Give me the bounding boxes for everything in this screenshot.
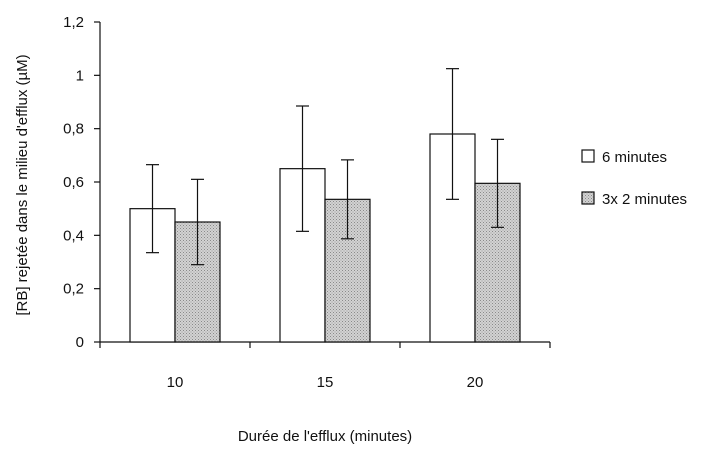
x-axis: 10 15 20 [99, 341, 551, 391]
y-tick-label: 0,6 [63, 174, 84, 191]
legend-swatch [581, 149, 595, 163]
x-tick-label: 10 [167, 374, 184, 391]
legend: 6 minutes 3x 2 minutes [581, 149, 687, 208]
y-tick-label: 0,2 [63, 281, 84, 298]
y-tick-label: 1,2 [63, 14, 84, 31]
bar-three-by-two-minutes [174, 221, 221, 343]
legend-label: 3x 2 minutes [602, 191, 687, 208]
y-axis: 0 0,2 0,4 0,6 0,8 1 1,2 [63, 14, 101, 351]
y-tick-label: 0 [76, 334, 84, 351]
legend-swatch [581, 191, 595, 205]
y-tick-label: 1 [76, 67, 84, 84]
x-tick-label: 20 [467, 374, 484, 391]
y-ticks: 0 0,2 0,4 0,6 0,8 1 1,2 [63, 14, 100, 351]
y-tick-label: 0,8 [63, 121, 84, 138]
error-bars [146, 68, 504, 266]
x-axis-title: Durée de l'efflux (minutes) [238, 428, 412, 445]
x-ticks: 10 15 20 [99, 342, 551, 391]
y-tick-label: 0,4 [63, 227, 84, 244]
y-axis-title: [RB] rejetée dans le milieu d'efflux (µM… [14, 54, 31, 315]
bars [129, 133, 521, 343]
legend-label: 6 minutes [602, 149, 667, 166]
x-tick-label: 15 [317, 374, 334, 391]
bar-three-by-two-minutes [474, 182, 521, 343]
